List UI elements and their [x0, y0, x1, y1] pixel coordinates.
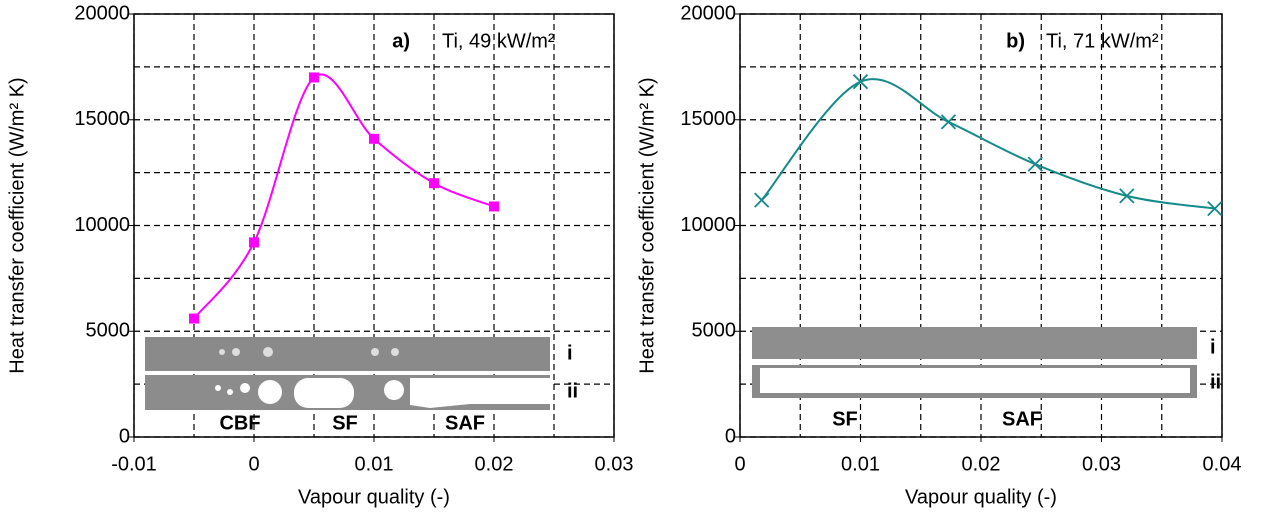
y-tick-label: 10000 [74, 214, 130, 236]
x-tick-label: 0.02 [475, 453, 514, 475]
y-tick-label: 5000 [692, 320, 737, 342]
y-axis-label: Heat transfer coefficient (W/m² K) [636, 77, 658, 373]
panel-label: b) [1006, 30, 1025, 52]
point-marker [369, 133, 379, 144]
x-tick-label: 0.02 [962, 453, 1001, 475]
panel-label: a) [392, 30, 410, 52]
y-tick-label: 5000 [86, 320, 131, 342]
point-marker [940, 114, 957, 130]
point-marker [1119, 188, 1135, 204]
point-marker [249, 237, 259, 248]
strip-label: i [567, 342, 573, 364]
strips-a [145, 337, 550, 410]
x-tick-label: 0 [734, 453, 745, 475]
x-axis-label: Vapour quality (-) [905, 486, 1057, 508]
regime-label: SAF [1002, 408, 1042, 430]
y-tick-label: 10000 [680, 214, 736, 236]
regime-label: SF [832, 408, 858, 430]
strip-label: i [1210, 336, 1216, 358]
x-tick-label: -0.01 [111, 453, 157, 475]
point-marker [489, 201, 499, 212]
strip-label: ii [567, 380, 578, 402]
series-line [760, 78, 1215, 210]
regime-label: SF [332, 412, 358, 434]
subtitle: Ti, 49 kW/m² [442, 30, 555, 52]
x-tick-label: 0.04 [1203, 453, 1242, 475]
regime-label: CBF [219, 412, 260, 434]
x-tick-label: 0 [248, 453, 259, 475]
subtitle: Ti, 71 kW/m² [1046, 30, 1159, 52]
y-tick-label: 15000 [680, 108, 736, 130]
y-tick-label: 20000 [74, 2, 130, 24]
strip-label: ii [1210, 371, 1221, 393]
y-tick-label: 15000 [74, 108, 130, 130]
x-tick-label: 0.03 [595, 453, 634, 475]
point-marker [429, 178, 439, 189]
y-tick-label: 20000 [680, 2, 736, 24]
strips-b [752, 327, 1197, 398]
x-tick-label: 0.01 [355, 453, 394, 475]
point-marker [1027, 156, 1043, 172]
x-axis-label: Vapour quality (-) [298, 486, 450, 508]
point-marker [309, 72, 319, 83]
y-tick-label: 0 [725, 425, 736, 447]
point-marker [1207, 200, 1223, 217]
y-axis-label: Heat transfer coefficient (W/m² K) [6, 77, 28, 373]
x-tick-label: 0.01 [841, 453, 880, 475]
regime-label: SAF [445, 412, 485, 434]
series-line [193, 73, 495, 320]
point-marker [852, 74, 869, 90]
y-tick-label: 0 [119, 425, 130, 447]
point-marker [189, 313, 199, 324]
x-tick-label: 0.03 [1082, 453, 1121, 475]
point-marker [754, 192, 770, 208]
